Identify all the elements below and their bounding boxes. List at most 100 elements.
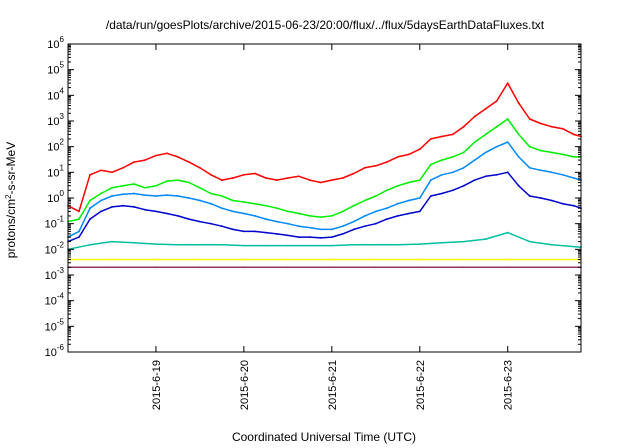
data-point (155, 184, 157, 187)
data-point (330, 236, 333, 239)
data-point (418, 258, 421, 261)
series-line (67, 82, 582, 213)
y-tick-label: 105 (47, 61, 64, 77)
y-tick-base: 10 (45, 244, 57, 256)
data-point (155, 258, 157, 261)
data-point (352, 172, 355, 175)
data-point (254, 172, 256, 175)
data-point (78, 230, 80, 233)
data-point (155, 154, 157, 157)
data-point (363, 225, 366, 228)
data-point (78, 236, 80, 239)
y-tick-base: 10 (45, 270, 57, 282)
data-point (330, 179, 333, 182)
y-tick-base: 10 (47, 116, 59, 128)
y-tick-base: 10 (47, 39, 59, 51)
data-point (407, 212, 410, 215)
data-point (78, 218, 80, 221)
data-point (473, 159, 476, 162)
data-point (319, 181, 322, 184)
data-point (122, 184, 124, 187)
data-point (341, 233, 344, 235)
data-point (199, 199, 201, 202)
x-axis: 2015-6-19 2015-6-20 2015-6-21 2015-6-22 2015… (151, 44, 515, 410)
data-point (177, 179, 179, 182)
data-point (374, 164, 377, 167)
y-tick-label: 103 (47, 112, 64, 128)
data-point (276, 220, 278, 223)
y-tick-label: 10-6 (45, 343, 65, 359)
y-tick-label: 104 (47, 86, 64, 102)
data-point (462, 166, 465, 169)
data-point (221, 195, 223, 197)
data-point (528, 240, 531, 243)
data-point (221, 179, 223, 182)
series-line (67, 258, 582, 261)
data-point (287, 177, 289, 179)
series-path (67, 141, 582, 238)
data-point (89, 207, 91, 210)
data-point (133, 206, 135, 208)
data-point (462, 125, 465, 128)
data-point (418, 243, 421, 246)
data-point (308, 236, 311, 239)
data-point (100, 192, 102, 195)
data-point (243, 201, 245, 203)
y-tick-exponent: -6 (57, 343, 65, 352)
data-point (287, 266, 289, 269)
y-tick-exponent: -3 (57, 266, 65, 275)
y-tick-exponent: -5 (57, 317, 65, 326)
data-point (287, 244, 289, 247)
data-point (155, 210, 157, 213)
y-tick-base: 10 (45, 296, 57, 308)
data-point (506, 118, 509, 120)
data-point (89, 218, 91, 221)
data-point (528, 195, 531, 197)
y-tick-exponent: -2 (57, 240, 65, 249)
data-point (440, 173, 443, 176)
data-point (506, 231, 509, 234)
data-point (155, 266, 157, 269)
data-point (210, 173, 212, 176)
data-point (188, 218, 190, 221)
data-point (188, 197, 190, 199)
data-point (298, 175, 300, 178)
data-point (330, 244, 333, 247)
data-point (451, 133, 454, 136)
data-point (506, 258, 509, 261)
data-point (166, 212, 168, 215)
data-point (287, 258, 289, 261)
data-point (166, 180, 168, 183)
data-point (89, 243, 91, 246)
data-point (199, 220, 201, 223)
data-point (210, 192, 212, 195)
data-point (462, 266, 465, 269)
y-tick-exponent: 0 (60, 189, 65, 198)
y-tick-base: 10 (45, 219, 57, 231)
data-point (352, 204, 355, 207)
data-point (122, 204, 124, 207)
y-tick-label: 10-5 (45, 317, 65, 333)
x-axis-title: Coordinated Universal Time (UTC) (232, 430, 416, 444)
data-point (495, 173, 498, 176)
data-point (166, 194, 168, 197)
data-point (177, 215, 179, 217)
data-point (319, 216, 322, 219)
data-point (429, 195, 432, 197)
y-tick-base: 10 (45, 347, 57, 359)
data-point (506, 141, 509, 144)
data-point (243, 244, 245, 247)
data-point (188, 161, 190, 164)
data-point (199, 166, 201, 169)
y-tick-label: 106 (47, 35, 64, 51)
y-tick-base: 10 (47, 167, 59, 179)
data-point (199, 266, 201, 269)
y-tick-label: 10-2 (45, 240, 65, 256)
data-point (199, 243, 201, 246)
data-point (407, 181, 410, 184)
data-point (122, 166, 124, 169)
series-line (67, 141, 582, 239)
data-point (374, 243, 377, 246)
data-point (111, 206, 113, 208)
y-tick-base: 10 (47, 193, 59, 205)
